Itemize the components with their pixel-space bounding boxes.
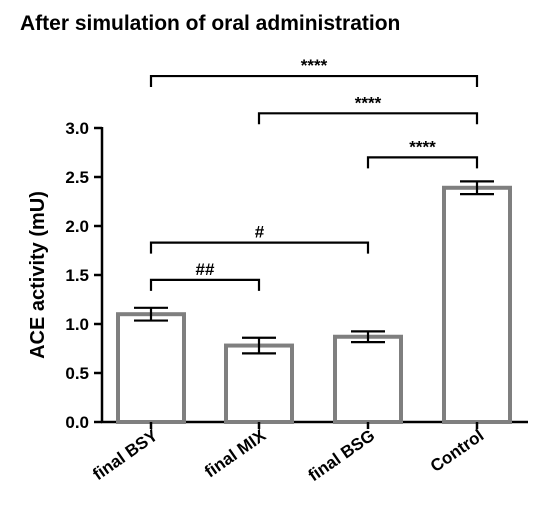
bar-1 — [224, 343, 294, 424]
significance-bracket — [366, 156, 479, 169]
significance-label: # — [255, 223, 265, 242]
significance-label: **** — [355, 93, 382, 112]
y-tick-label: 0.5 — [65, 364, 89, 383]
y-tick-label: 1.0 — [65, 315, 89, 334]
bar-0 — [116, 312, 186, 425]
x-tick-label: final MIX — [201, 425, 270, 481]
significance-label: **** — [409, 137, 436, 156]
y-tick-label: 3.0 — [65, 119, 89, 138]
y-tick-label: 0.0 — [65, 413, 89, 432]
significance-bracket — [149, 278, 261, 291]
y-tick-label: 1.5 — [65, 266, 89, 285]
y-axis-label: ACE activity (mU) — [27, 191, 49, 359]
plot-area: 0.0 0.5 1.0 1.5 2.0 2.5 3.0 final BSY final MIX f… — [65, 56, 528, 485]
x-tick-label: final BSG — [305, 426, 379, 485]
significance-bracket — [257, 112, 479, 125]
chart-title: After simulation of oral administration — [20, 12, 400, 35]
significance-label: ## — [196, 260, 215, 279]
x-tick-label: final BSY — [89, 425, 162, 484]
y-tick-label: 2.5 — [65, 168, 89, 187]
x-tick-label: Control — [427, 426, 487, 476]
significance-label: **** — [301, 56, 328, 75]
bar-2 — [333, 334, 403, 424]
significance-bracket — [149, 74, 479, 88]
bar-3 — [442, 185, 512, 424]
significance-bracket — [149, 241, 370, 254]
y-tick-label: 2.0 — [65, 217, 89, 236]
